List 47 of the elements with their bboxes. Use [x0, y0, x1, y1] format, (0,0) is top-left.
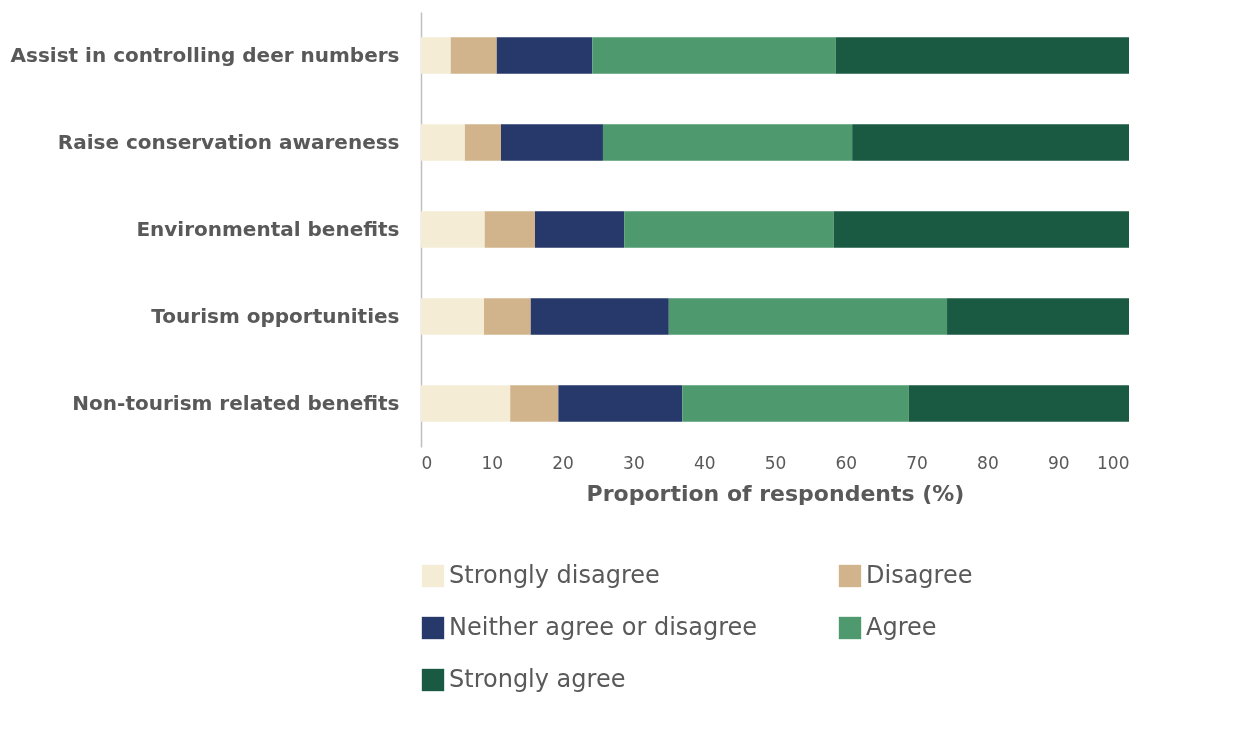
- x-tick-label: 80: [977, 452, 999, 473]
- y-tick-label: Raise conservation awareness: [57, 129, 400, 154]
- bar: [421, 385, 511, 422]
- bar: [852, 124, 1129, 161]
- bar: [484, 211, 535, 248]
- bar: [421, 211, 485, 248]
- x-tick-label: 10: [481, 452, 504, 473]
- legend-label: Strongly disagree: [449, 561, 660, 589]
- x-axis-title: Proportion of respondents (%): [586, 480, 965, 506]
- bar: [833, 211, 1129, 248]
- x-tick-label: 40: [693, 452, 716, 473]
- y-tick-label: Assist in controlling deer numbers: [10, 42, 400, 67]
- bar: [592, 37, 836, 74]
- bar: [421, 37, 451, 74]
- bar: [496, 37, 593, 74]
- bar: [450, 37, 497, 74]
- y-tick-label: Tourism opportunities: [151, 303, 400, 328]
- bar: [558, 385, 683, 422]
- x-tick-label: 0: [421, 452, 433, 473]
- y-tick-label: Environmental benefits: [136, 216, 400, 241]
- bar: [668, 298, 948, 335]
- x-tick-label: 50: [764, 452, 787, 473]
- bar: [534, 211, 625, 248]
- bar: [501, 124, 603, 161]
- bar: [421, 124, 465, 161]
- bar: [484, 298, 531, 335]
- x-tick-label: 70: [906, 452, 928, 473]
- bar: [835, 37, 1129, 74]
- legend-label: Strongly agree: [449, 665, 626, 693]
- x-tick-label: 20: [552, 452, 574, 473]
- y-tick-label: Non-tourism related benefits: [72, 390, 400, 415]
- x-tick-label: 60: [835, 452, 858, 473]
- bar: [510, 385, 559, 422]
- x-tick-label: 90: [1047, 452, 1070, 473]
- bar: [682, 385, 909, 422]
- bar: [908, 385, 1129, 422]
- bar: [624, 211, 834, 248]
- x-tick-label: 30: [623, 452, 645, 473]
- bar: [947, 298, 1129, 335]
- x-tick-label: 100: [1097, 452, 1130, 473]
- bar: [421, 298, 485, 335]
- bar: [464, 124, 501, 161]
- legend-label: Neither agree or disagree: [449, 613, 758, 641]
- bar: [530, 298, 669, 335]
- bar: [602, 124, 853, 161]
- legend-label: Agree: [866, 613, 937, 641]
- legend-label: Disagree: [866, 561, 973, 589]
